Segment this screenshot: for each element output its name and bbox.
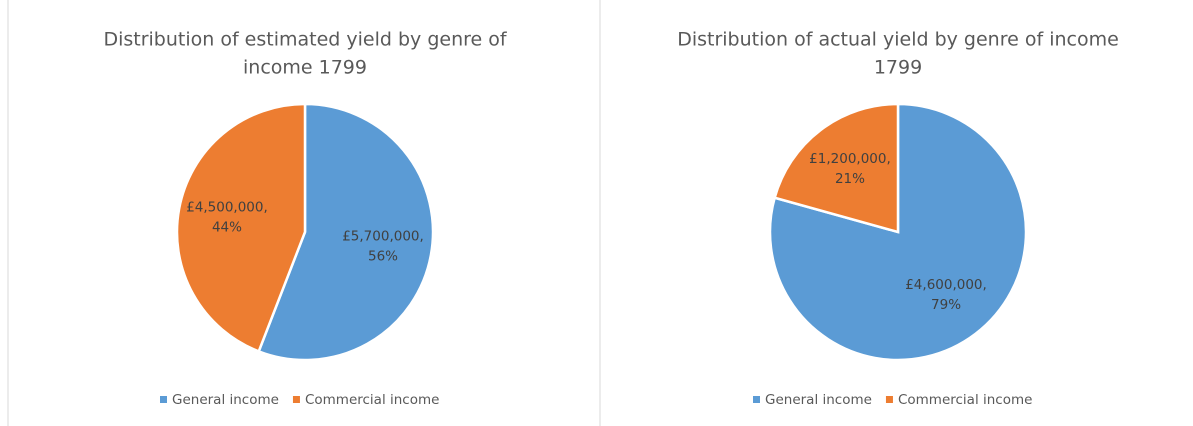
legend-swatch (753, 396, 760, 403)
legend-label: Commercial income (898, 392, 1032, 408)
data-label: £5,700,000, (342, 229, 424, 245)
chart-title: income 1799 (243, 57, 367, 79)
pie-slice (175, 102, 307, 353)
data-label: £1,200,000, (809, 151, 891, 167)
legend-swatch (292, 396, 300, 403)
chart-title: 1799 (874, 57, 922, 79)
data-label: £4,600,000, (905, 277, 987, 293)
pie-slice (257, 102, 435, 362)
data-label-percent: 56% (368, 249, 398, 265)
legend-label: General income (172, 392, 279, 408)
data-label: £4,500,000, (186, 199, 268, 215)
legend-swatch (160, 396, 167, 403)
data-label-percent: 21% (835, 171, 865, 187)
data-label-percent: 79% (931, 297, 961, 313)
legend-label: Commercial income (305, 392, 439, 408)
legend-swatch (885, 396, 893, 403)
chart-title: Distribution of estimated yield by genre… (103, 29, 507, 51)
pie-slice (773, 102, 900, 234)
legend-label: General income (765, 392, 872, 408)
chart-title: Distribution of actual yield by genre of… (677, 29, 1119, 51)
data-label-percent: 44% (212, 219, 242, 235)
